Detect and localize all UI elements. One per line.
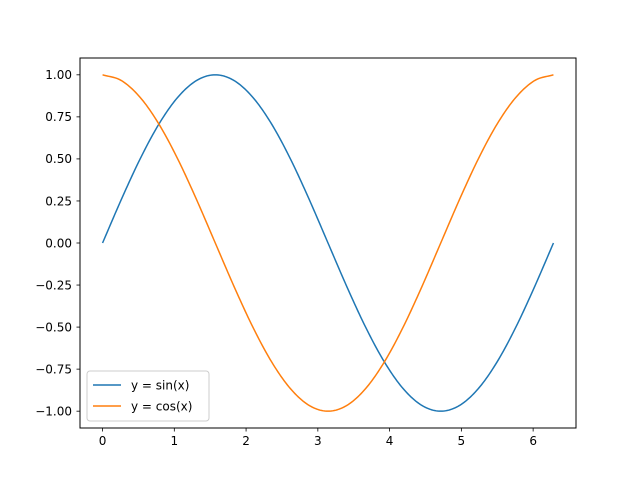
- x-tick-label: 0: [99, 434, 107, 448]
- x-tick-label: 3: [314, 434, 322, 448]
- y-tick-label: 0.25: [45, 194, 72, 208]
- x-axis: 0 1 2 3 4 5 6: [99, 428, 537, 448]
- x-tick-label: 5: [458, 434, 466, 448]
- y-tick-label: 0.00: [45, 236, 72, 250]
- series-line-cos: [102, 74, 554, 412]
- y-tick-label: −0.75: [35, 362, 72, 376]
- legend: y = sin(x) y = cos(x): [86, 370, 210, 422]
- y-tick-label: −0.25: [35, 278, 72, 292]
- x-tick-label: 1: [170, 434, 178, 448]
- series-layer: [101, 74, 555, 412]
- y-axis: 1.00 0.75 0.50 0.25 0.00 −0.25 −0.50 −0.75 −1.00: [35, 68, 80, 418]
- y-tick-label: −1.00: [35, 404, 72, 418]
- x-tick-label: 2: [242, 434, 250, 448]
- y-tick-label: 0.75: [45, 110, 72, 124]
- y-tick-label: 0.50: [45, 152, 72, 166]
- legend-label: y = cos(x): [131, 399, 192, 413]
- legend-box: [86, 370, 210, 422]
- y-tick-label: 1.00: [45, 68, 72, 82]
- y-tick-label: −0.50: [35, 320, 72, 334]
- legend-label: y = sin(x): [131, 378, 189, 392]
- series-line-sin: [101, 74, 555, 412]
- x-tick-label: 4: [386, 434, 394, 448]
- x-tick-label: 6: [529, 434, 537, 448]
